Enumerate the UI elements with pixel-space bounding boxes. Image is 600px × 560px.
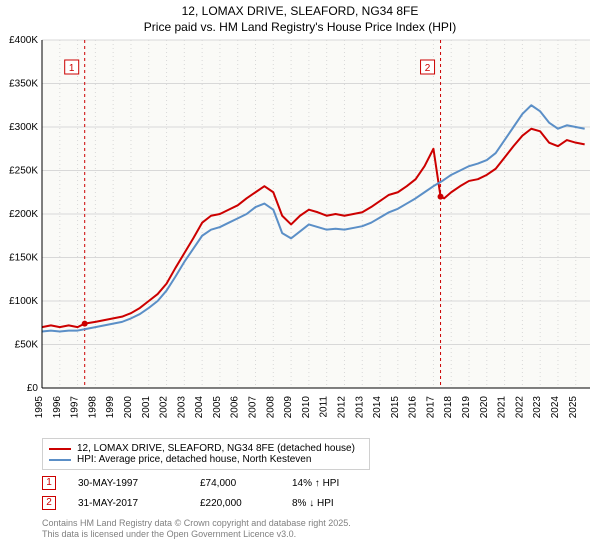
title-line2: Price paid vs. HM Land Registry's House … xyxy=(0,20,600,34)
title-block: 12, LOMAX DRIVE, SLEAFORD, NG34 8FE Pric… xyxy=(0,0,600,34)
legend-label: 12, LOMAX DRIVE, SLEAFORD, NG34 8FE (det… xyxy=(77,443,355,454)
svg-text:1997: 1997 xyxy=(70,396,81,419)
legend: 12, LOMAX DRIVE, SLEAFORD, NG34 8FE (det… xyxy=(42,438,370,470)
svg-text:1995: 1995 xyxy=(34,396,45,419)
svg-text:£50K: £50K xyxy=(15,340,39,351)
legend-swatch xyxy=(49,448,71,450)
marker-price: £220,000 xyxy=(200,498,270,509)
marker-date: 31-MAY-2017 xyxy=(78,498,178,509)
legend-swatch xyxy=(49,459,71,461)
svg-text:2014: 2014 xyxy=(372,396,383,419)
marker-delta: 8% ↓ HPI xyxy=(292,498,392,509)
svg-text:2013: 2013 xyxy=(354,396,365,419)
chart-area: £0 £50K £100K £150K £200K £250K £300K £350K £400… xyxy=(0,34,600,434)
svg-text:1: 1 xyxy=(69,63,75,74)
legend-item: 12, LOMAX DRIVE, SLEAFORD, NG34 8FE (det… xyxy=(49,443,355,454)
svg-text:£150K: £150K xyxy=(9,253,38,264)
svg-text:2019: 2019 xyxy=(461,396,472,419)
footer: Contains HM Land Registry data © Crown c… xyxy=(42,518,600,541)
svg-text:£100K: £100K xyxy=(9,296,38,307)
svg-text:2018: 2018 xyxy=(443,396,454,419)
title-line1: 12, LOMAX DRIVE, SLEAFORD, NG34 8FE xyxy=(0,4,600,18)
svg-text:2007: 2007 xyxy=(248,396,259,419)
marker-row: 2 31-MAY-2017 £220,000 8% ↓ HPI xyxy=(42,496,600,510)
svg-text:1999: 1999 xyxy=(105,396,116,419)
marker-price: £74,000 xyxy=(200,478,270,489)
svg-text:1996: 1996 xyxy=(52,396,63,419)
svg-text:2002: 2002 xyxy=(159,396,170,419)
svg-text:£200K: £200K xyxy=(9,209,38,220)
marker-date: 30-MAY-1997 xyxy=(78,478,178,489)
svg-text:£350K: £350K xyxy=(9,79,38,90)
svg-text:2010: 2010 xyxy=(301,396,312,419)
svg-text:2011: 2011 xyxy=(319,396,330,418)
svg-text:2003: 2003 xyxy=(176,396,187,419)
svg-text:2021: 2021 xyxy=(497,396,508,419)
svg-text:2: 2 xyxy=(425,63,431,74)
marker-rows: 1 30-MAY-1997 £74,000 14% ↑ HPI 2 31-MAY-2017… xyxy=(0,476,600,510)
svg-text:2012: 2012 xyxy=(336,396,347,419)
svg-text:2006: 2006 xyxy=(230,396,241,419)
chart-container: 12, LOMAX DRIVE, SLEAFORD, NG34 8FE Pric… xyxy=(0,0,600,541)
svg-text:£250K: £250K xyxy=(9,166,38,177)
svg-text:2015: 2015 xyxy=(390,396,401,419)
marker-badge: 1 xyxy=(42,476,56,490)
svg-text:2000: 2000 xyxy=(123,396,134,419)
svg-text:£400K: £400K xyxy=(9,35,38,46)
svg-text:2001: 2001 xyxy=(141,396,152,419)
svg-text:2016: 2016 xyxy=(408,396,419,419)
svg-text:2022: 2022 xyxy=(514,396,525,419)
svg-text:2025: 2025 xyxy=(568,396,579,419)
svg-text:2024: 2024 xyxy=(550,396,561,419)
svg-text:2023: 2023 xyxy=(532,396,543,419)
svg-text:2004: 2004 xyxy=(194,396,205,419)
svg-text:2008: 2008 xyxy=(265,396,276,419)
svg-text:2009: 2009 xyxy=(283,396,294,419)
svg-text:£0: £0 xyxy=(27,383,39,394)
svg-text:£300K: £300K xyxy=(9,122,38,133)
line-chart: £0 £50K £100K £150K £200K £250K £300K £350K £400… xyxy=(0,34,600,434)
marker-badge: 2 xyxy=(42,496,56,510)
footer-line1: Contains HM Land Registry data © Crown c… xyxy=(42,518,600,529)
legend-label: HPI: Average price, detached house, Nort… xyxy=(77,454,311,465)
marker-row: 1 30-MAY-1997 £74,000 14% ↑ HPI xyxy=(42,476,600,490)
svg-text:2017: 2017 xyxy=(425,396,436,419)
svg-text:2020: 2020 xyxy=(479,396,490,419)
svg-text:2005: 2005 xyxy=(212,396,223,419)
legend-item: HPI: Average price, detached house, Nort… xyxy=(49,454,355,465)
footer-line2: This data is licensed under the Open Gov… xyxy=(42,529,600,540)
svg-text:1998: 1998 xyxy=(87,396,98,419)
marker-delta: 14% ↑ HPI xyxy=(292,478,392,489)
